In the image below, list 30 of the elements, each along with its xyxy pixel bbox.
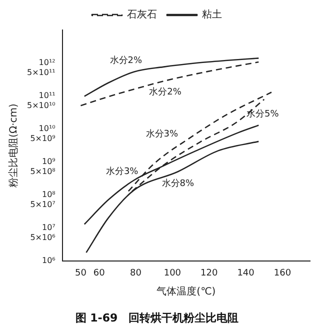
x-tick-label: 140 [237,268,255,279]
annotation: 水分8% [162,178,195,189]
y-tick-label: 5×10⁷ [30,200,56,210]
y-axis-title: 粉尘比电阻(Ω·cm) [8,103,20,188]
y-tick-label: 5×10⁶ [30,233,56,242]
x-tick-label: 50 [75,268,87,279]
annotation: 水分3% [146,128,179,140]
x-tick-label: 120 [200,268,218,279]
y-tick-label: 10⁷ [42,223,56,232]
x-tick-label: 80 [130,268,142,279]
x-axis-title: 气体温度(℃) [156,285,216,298]
y-tick-label: 5×10⁸ [30,167,56,176]
y-tick-label: 5×10⁹ [30,134,56,144]
text: 图 1-69 回转烘干机粉尘比电阻 [75,311,239,324]
x-tick-label: 60 [93,268,106,279]
x-tick-label: 100 [164,268,182,279]
y-tick-label: 5×10¹¹ [26,68,56,78]
y-tick-label: 10¹⁰ [38,124,56,134]
x-tick-label: 160 [274,268,292,279]
y-tick-label: 10⁹ [42,157,56,166]
annotation: 水分2% [149,86,182,98]
y-tick-label: 5×10¹⁰ [26,101,56,110]
legend-label: 粘土 [202,8,222,21]
legend-label: 石灰石 [127,10,157,21]
y-tick-label: 10¹² [38,58,56,68]
annotation: 水分2% [110,55,143,66]
y-tick-label: 10¹¹ [38,91,56,100]
y-tick-label: 10⁶ [42,256,56,266]
y-tick-label: 10⁸ [42,190,56,200]
annotation: 水分3% [106,166,139,178]
